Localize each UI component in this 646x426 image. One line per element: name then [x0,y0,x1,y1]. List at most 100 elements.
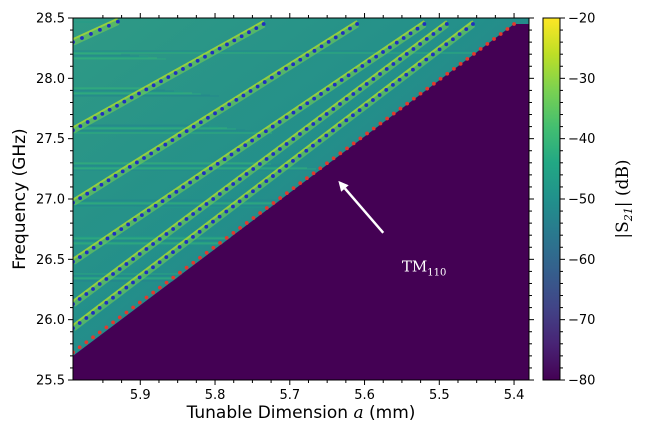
mode-point [351,141,356,146]
mode-point [254,26,259,31]
mode-point [357,108,362,113]
mode-point [291,158,295,163]
mode-point [167,194,172,199]
x-tick-label: 5.4 [504,388,525,403]
mode-point [227,102,232,107]
mode-point [91,245,96,250]
mode-point [438,27,442,31]
mode-point [317,138,322,143]
mode-point [100,111,105,116]
mode-point [498,32,503,36]
mode-series [73,19,516,355]
mode-point [191,212,196,216]
mode-point [264,179,269,184]
mode-point [381,50,385,54]
mode-point [111,295,115,300]
mode-point [137,252,142,256]
mode-point [120,169,125,174]
mode-point [157,260,162,265]
mode-point [106,178,111,183]
mode-point [304,176,309,181]
mode-point [304,127,309,131]
mode-point [97,282,102,286]
mode-point [115,103,119,108]
mode-point [124,285,129,290]
mode-point [377,93,382,97]
mode-point [77,345,82,350]
mode-point [231,204,235,209]
mode-point [112,231,117,236]
mode-point [325,161,329,166]
mode-point [263,129,268,134]
mode-point [204,250,209,255]
mode-point [312,96,317,101]
mode-point [211,219,215,224]
mode-point [331,156,336,161]
mode-point [411,96,416,101]
mode-point [391,62,396,66]
mode-point [224,209,229,214]
mode-point [452,66,456,71]
mode-point [284,66,288,71]
mode-point [353,68,358,73]
colorbar-tick-label: −50 [568,193,595,208]
annotation-arrowhead [338,180,349,192]
heatmap-plot-area [73,18,529,380]
mode-point [89,32,93,36]
mode-point [351,92,356,96]
mode-point [146,208,151,213]
x-tick-label: 5.8 [205,388,226,403]
mode-point [298,57,303,62]
mode-line [73,19,120,45]
mode-point [211,197,216,201]
x-tick-label: 5.7 [279,388,300,403]
mode-point [505,27,510,31]
mode-point [339,78,344,82]
mode-point [197,207,202,211]
mode-point [210,50,215,55]
mode-point [397,77,402,82]
mode-point [348,26,352,31]
mode-point [374,54,379,59]
mode-point [231,182,236,186]
mode-point [424,57,429,62]
mode-point [458,61,463,66]
mode-point [351,113,355,118]
mode-point [298,181,303,186]
mode-point [220,106,225,111]
mode-point [394,40,399,45]
mode-point [149,151,154,156]
mode-point [84,340,89,345]
resonance-band-peak [73,20,448,302]
mode-point [117,315,122,320]
mode-point [111,272,115,276]
mode-point [345,146,349,151]
mode-point [257,162,262,166]
mode-point [184,240,189,244]
mode-point [159,79,163,84]
mode-point [305,53,310,58]
mode-point [126,222,131,227]
resonance-band-peak [73,18,119,41]
mode-point [384,88,389,92]
mode-point [324,112,329,116]
mode-point [131,280,135,285]
x-axis-title: Tunable Dimension a (mm) [186,403,416,423]
mode-point [264,206,269,210]
mode-point [107,107,112,112]
mode-point [201,171,206,176]
mode-point [197,229,202,234]
y-tick-label: 25.5 [36,374,65,389]
colorbar-tick-label: −20 [568,12,595,27]
mode-point [129,95,134,100]
mode-point [378,72,382,76]
mode-point [144,270,149,275]
resonance-band [73,21,427,265]
mode-point [250,138,255,143]
mode-point [318,166,323,171]
mode-point [151,83,156,88]
mode-point [338,102,342,106]
mode-point [99,182,104,187]
mode-point [173,71,178,75]
mode-point [243,143,248,148]
